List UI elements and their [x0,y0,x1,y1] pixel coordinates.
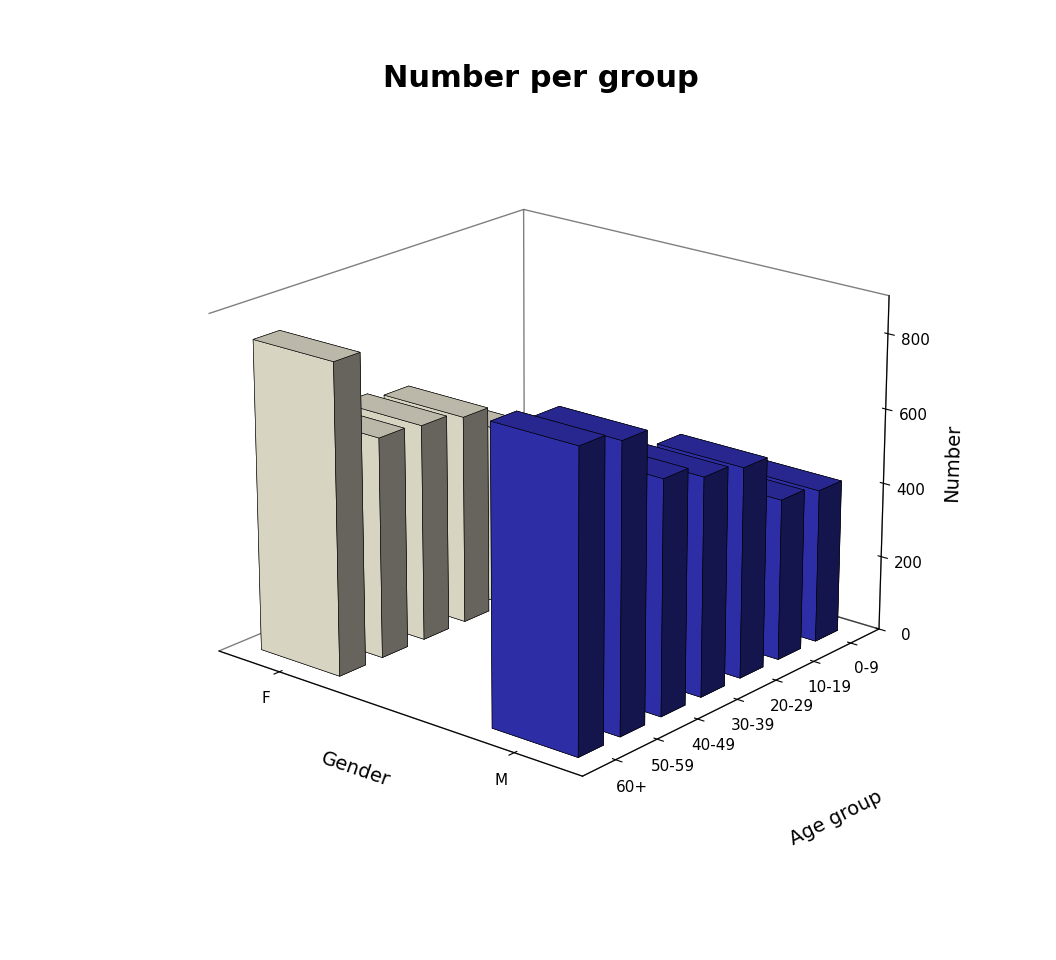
Y-axis label: Age group: Age group [787,787,885,849]
X-axis label: Gender: Gender [318,749,392,790]
Title: Number per group: Number per group [383,64,699,93]
